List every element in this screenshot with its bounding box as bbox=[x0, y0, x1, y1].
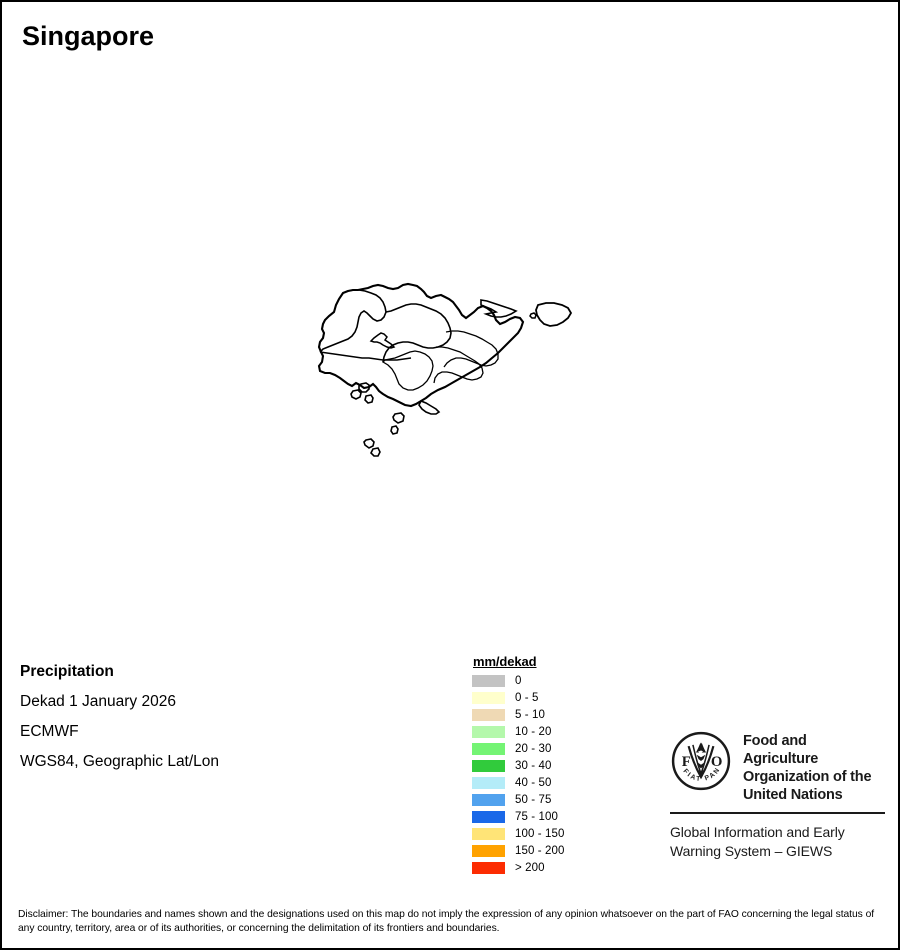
fao-org-line-3: United Nations bbox=[743, 787, 843, 803]
legend-label: > 200 bbox=[515, 861, 545, 874]
legend-swatch bbox=[472, 725, 505, 738]
southern-promontory bbox=[418, 399, 441, 415]
island-east-large bbox=[535, 302, 573, 327]
islet-s6 bbox=[363, 438, 375, 449]
islet-s3 bbox=[364, 394, 374, 404]
islet-east-small bbox=[529, 312, 537, 319]
info-projection: WGS84, Geographic Lat/Lon bbox=[20, 753, 220, 770]
legend-row: 0 bbox=[472, 672, 565, 689]
legend-label: 5 - 10 bbox=[515, 708, 546, 721]
page-title: Singapore bbox=[22, 21, 155, 51]
region-inner-central bbox=[381, 350, 434, 391]
legend-swatch bbox=[472, 759, 505, 772]
legend-swatch bbox=[472, 793, 505, 806]
legend-label: 50 - 75 bbox=[515, 793, 552, 806]
info-variable: Precipitation bbox=[20, 663, 114, 680]
legend-label: 0 bbox=[515, 674, 522, 687]
giews-system-name: Global Information and Early Warning Sys… bbox=[670, 823, 885, 861]
islet-s5 bbox=[390, 425, 399, 435]
fao-logo-icon: F A O FIAT PANIS bbox=[670, 730, 731, 791]
fao-header: F A O FIAT PANIS Food and Agriculture Or… bbox=[670, 730, 885, 804]
northeast-spit bbox=[480, 299, 518, 318]
legend-row: 10 - 20 bbox=[472, 723, 565, 740]
giews-line-1: Global Information and Early bbox=[670, 824, 845, 840]
info-period: Dekad 1 January 2026 bbox=[20, 693, 176, 710]
legend-row: > 200 bbox=[472, 859, 565, 876]
islet-s1 bbox=[358, 382, 370, 393]
islet-s4 bbox=[392, 412, 405, 424]
legend-swatch bbox=[472, 742, 505, 755]
region-west-outline bbox=[319, 289, 387, 353]
legend-label: 40 - 50 bbox=[515, 776, 552, 789]
legend-swatch bbox=[472, 827, 505, 840]
legend-label: 150 - 200 bbox=[515, 844, 565, 857]
legend-row: 0 - 5 bbox=[472, 689, 565, 706]
region-east-inner bbox=[443, 330, 499, 368]
fao-org-line-1: Food and Agriculture bbox=[743, 733, 819, 767]
fao-divider bbox=[670, 812, 885, 814]
national-boundary-outline bbox=[317, 282, 525, 408]
legend-label: 75 - 100 bbox=[515, 810, 558, 823]
legend-row: 20 - 30 bbox=[472, 740, 565, 757]
legend-row: 75 - 100 bbox=[472, 808, 565, 825]
legend-row: 30 - 40 bbox=[472, 757, 565, 774]
fao-org-line-2: Organization of the bbox=[743, 769, 872, 785]
legend-swatch bbox=[472, 691, 505, 704]
map-info-block: Precipitation Dekad 1 January 2026 ECMWF… bbox=[20, 657, 440, 777]
legend-label: 0 - 5 bbox=[515, 691, 539, 704]
info-source: ECMWF bbox=[20, 723, 79, 740]
legend-label: 100 - 150 bbox=[515, 827, 565, 840]
legend-swatch bbox=[472, 674, 505, 687]
fao-organization-name: Food and Agriculture Organization of the… bbox=[743, 732, 885, 804]
legend-row: 40 - 50 bbox=[472, 774, 565, 791]
legend-label: 30 - 40 bbox=[515, 759, 552, 772]
region-northeast-inner bbox=[433, 346, 484, 384]
legend-label: 20 - 30 bbox=[515, 742, 552, 755]
islet-s2 bbox=[350, 389, 362, 400]
giews-line-2: Warning System – GIEWS bbox=[670, 843, 833, 859]
islet-s7 bbox=[370, 447, 381, 457]
fao-branding-block: F A O FIAT PANIS Food and Agriculture Or… bbox=[670, 730, 885, 861]
legend-row: 5 - 10 bbox=[472, 706, 565, 723]
legend-swatch bbox=[472, 776, 505, 789]
fao-logo-letter-f: F bbox=[682, 754, 691, 770]
legend-swatch bbox=[472, 861, 505, 874]
disclaimer-text: Disclaimer: The boundaries and names sho… bbox=[18, 909, 875, 934]
fao-logo-letter-a: A bbox=[696, 740, 706, 755]
legend-swatch bbox=[472, 708, 505, 721]
map-legend: mm/dekad 0 0 - 5 5 - 10 10 - 20 20 - 30 30 - … bbox=[472, 654, 565, 876]
legend-row: 150 - 200 bbox=[472, 842, 565, 859]
fao-logo-letter-o: O bbox=[711, 754, 723, 770]
region-north-outline bbox=[382, 303, 452, 363]
legend-row: 100 - 150 bbox=[472, 825, 565, 842]
legend-label: 10 - 20 bbox=[515, 725, 552, 738]
legend-swatch bbox=[472, 844, 505, 857]
singapore-boundaries bbox=[317, 282, 573, 457]
legend-title: mm/dekad bbox=[473, 654, 537, 669]
inland-water-feature bbox=[369, 332, 396, 349]
legend-row: 50 - 75 bbox=[472, 791, 565, 808]
region-central-divide bbox=[319, 351, 412, 361]
legend-swatch bbox=[472, 810, 505, 823]
legend-rows: 0 0 - 5 5 - 10 10 - 20 20 - 30 30 - 40 40 - 50… bbox=[472, 672, 565, 876]
